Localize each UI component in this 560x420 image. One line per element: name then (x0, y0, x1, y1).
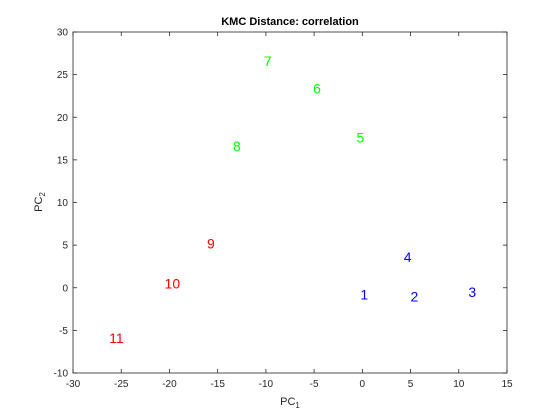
y-tick-label: -10 (54, 369, 69, 380)
y-tick-label: 15 (57, 155, 69, 166)
y-tick-label: 20 (57, 113, 69, 124)
y-tick-label: 10 (57, 198, 69, 209)
data-points: 1 2 3 4 5 6 7 8 9 10 11 (109, 53, 476, 346)
x-tick-label: -25 (114, 379, 129, 390)
x-tick-label: -5 (310, 379, 319, 390)
point-label-10: 10 (165, 275, 181, 291)
x-axis-title-base: PC (280, 396, 295, 408)
point-label-5: 5 (357, 130, 365, 146)
point-label-8: 8 (233, 138, 241, 154)
chart-title: KMC Distance: correlation (221, 16, 359, 28)
y-axis-title-base: PC (33, 197, 45, 212)
y-axis-title-subscript: 2 (38, 192, 47, 197)
x-tick-label: 0 (360, 379, 366, 390)
x-axis-title: PC1 (280, 396, 300, 410)
x-tick-label: -30 (66, 379, 81, 390)
point-label-4: 4 (404, 249, 412, 265)
x-tick-label: 10 (453, 379, 465, 390)
y-tick-label: 25 (57, 70, 69, 81)
point-label-2: 2 (411, 288, 419, 304)
x-tick-label: -10 (259, 379, 274, 390)
y-tick-label: 5 (62, 241, 68, 252)
y-tick-label: 0 (62, 283, 68, 294)
point-label-9: 9 (207, 235, 215, 251)
y-axis-title: PC2 (33, 192, 47, 212)
x-axis-title-subscript: 1 (295, 401, 300, 410)
point-label-6: 6 (313, 80, 321, 96)
x-tick-label: 5 (408, 379, 414, 390)
x-tick-label: -20 (162, 379, 177, 390)
x-axis: -30 -25 -20 -15 -10 -5 0 5 10 15 (66, 32, 513, 390)
x-tick-label: -15 (210, 379, 225, 390)
y-tick-label: 30 (57, 28, 69, 39)
point-label-11: 11 (109, 330, 124, 346)
point-label-7: 7 (264, 53, 272, 69)
y-tick-label: -5 (59, 326, 68, 337)
x-tick-label: 15 (501, 379, 513, 390)
point-label-1: 1 (360, 287, 368, 303)
point-label-3: 3 (468, 284, 476, 300)
plot-area (72, 31, 508, 374)
